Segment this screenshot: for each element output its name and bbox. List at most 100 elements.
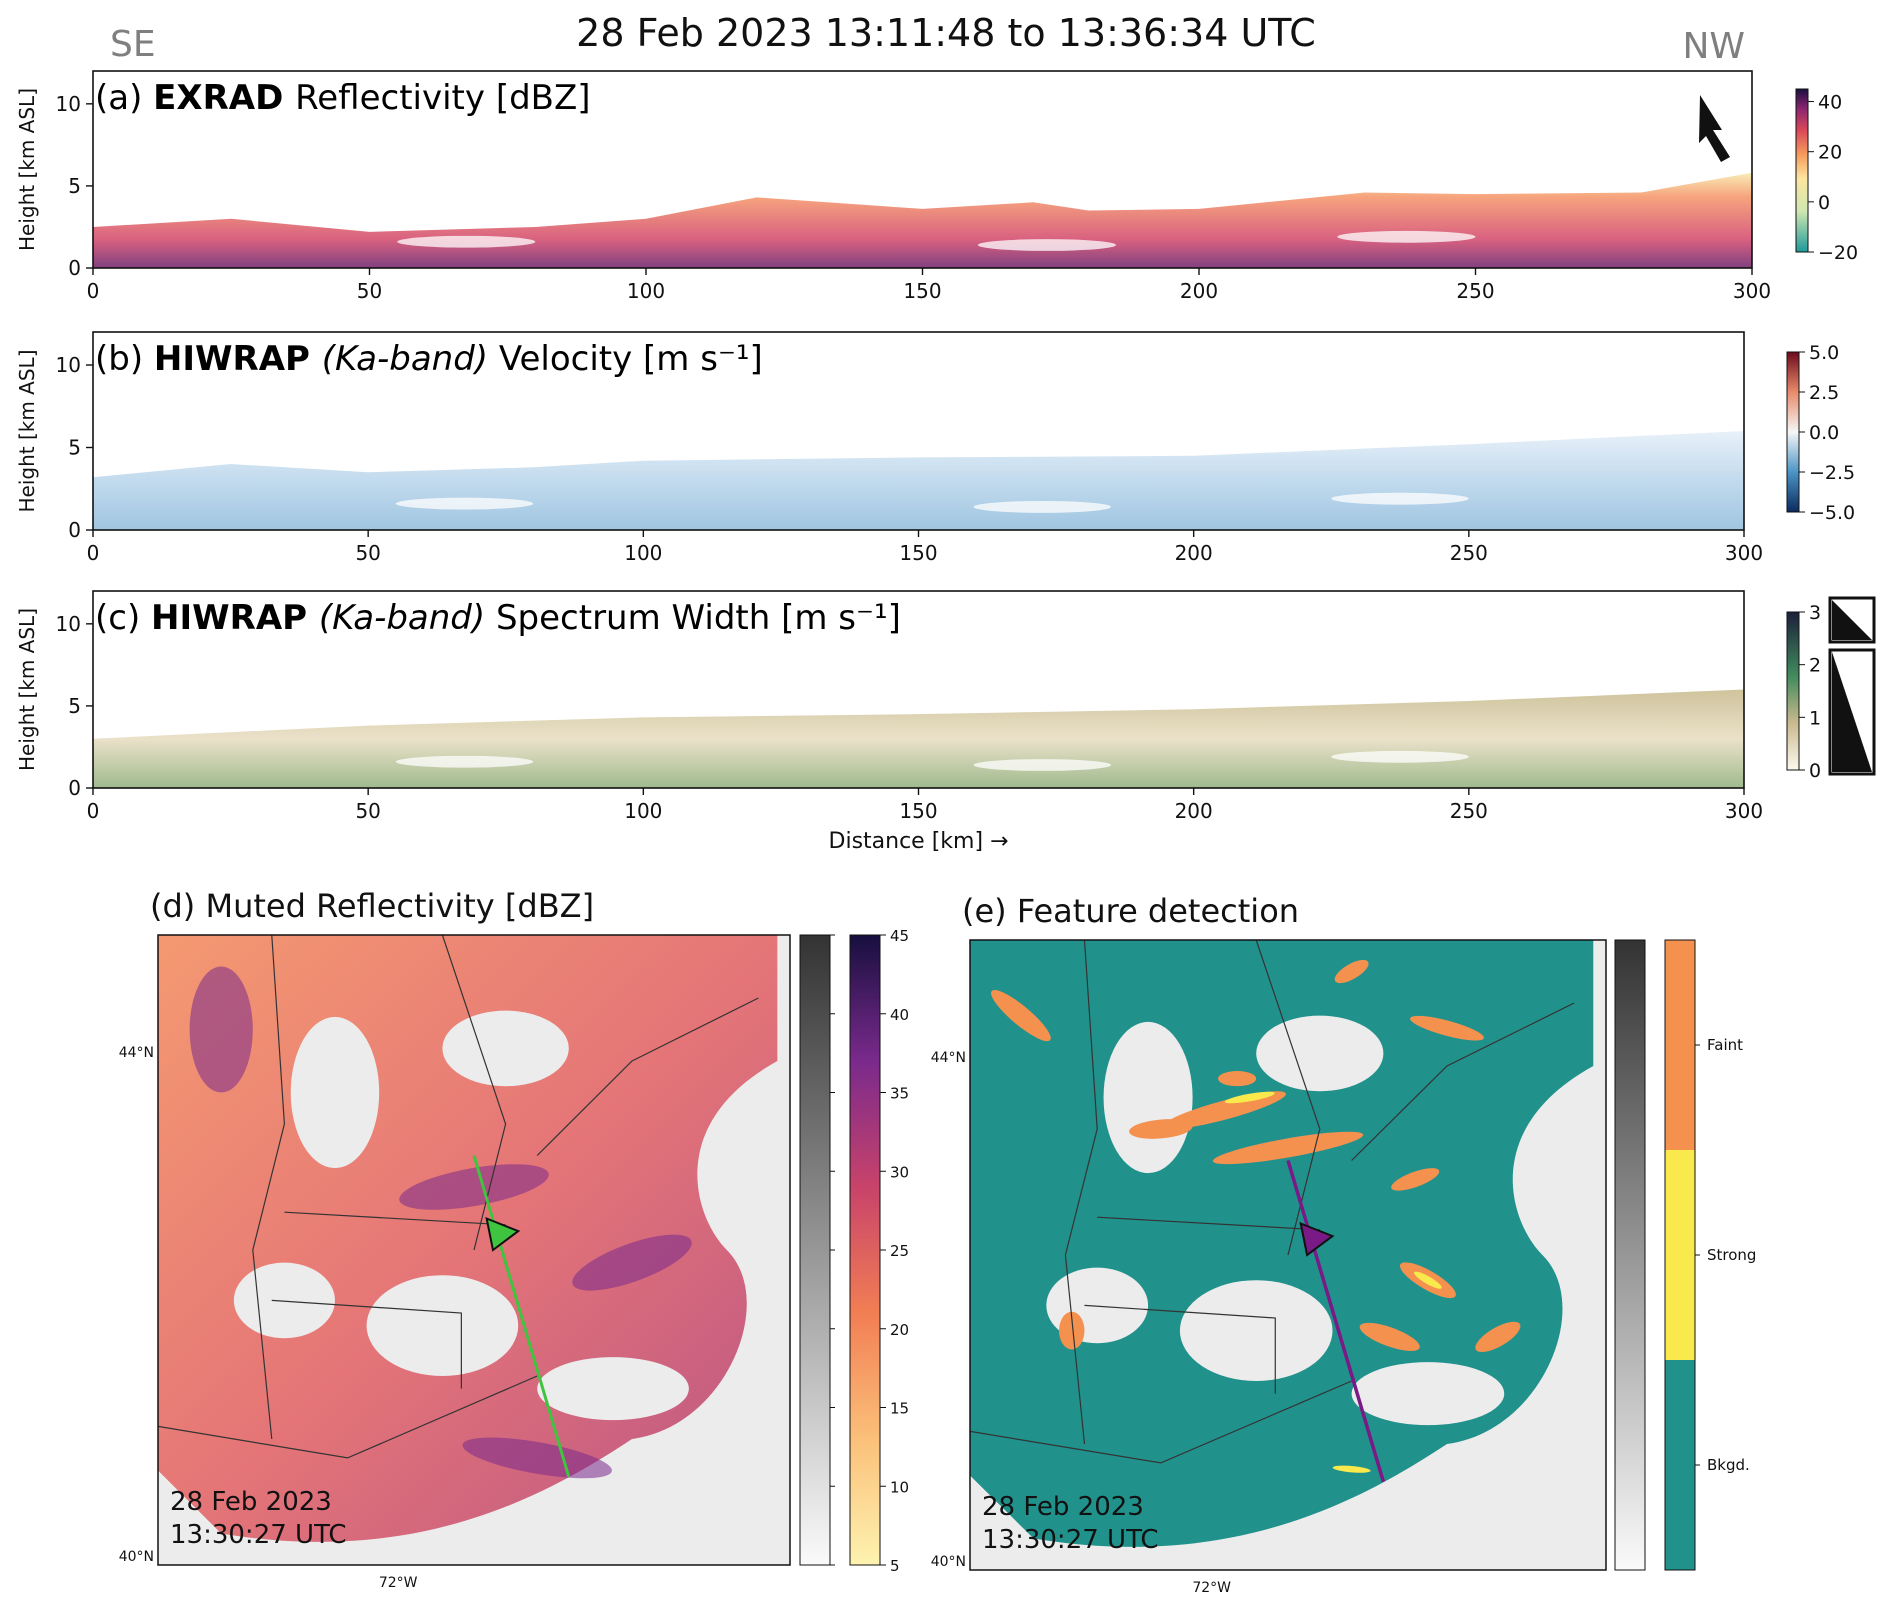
panel-letter: (c): [95, 598, 151, 638]
map-timestamp-time: 13:30:27 UTC: [982, 1525, 1159, 1555]
clear-patch: [1256, 1016, 1383, 1092]
band-name: (Ka-band): [319, 598, 496, 638]
echo-gap: [974, 501, 1112, 513]
echo-gap: [974, 759, 1112, 771]
echo-gap: [978, 239, 1116, 251]
clear-patch: [1180, 1280, 1333, 1381]
map-title: (d) Muted Reflectivity [dBZ]: [150, 887, 594, 925]
x-tick-label: 50: [357, 279, 382, 303]
x-tick-label: 200: [1175, 799, 1213, 823]
quantity-name: Spectrum Width [m s⁻¹]: [496, 598, 901, 638]
x-tick-label: 150: [903, 279, 941, 303]
muted-colorbar: [850, 935, 880, 1565]
clear-patch: [537, 1357, 689, 1420]
colorbar-tick-label: −20: [1818, 242, 1858, 264]
x-tick-label: 200: [1180, 279, 1218, 303]
colorbar-tick-label: 40: [1818, 92, 1842, 114]
x-tick-label: 300: [1725, 541, 1763, 565]
y-tick-label: 5: [68, 694, 81, 718]
lat-label: 44°N: [119, 1045, 154, 1061]
y-tick-label: 0: [68, 256, 81, 280]
panel-letter: (b): [95, 339, 154, 379]
x-tick-label: 100: [624, 799, 662, 823]
echo-field: [93, 690, 1744, 789]
colorbar-tick-label: 10: [890, 1478, 909, 1496]
x-tick-label: 0: [87, 279, 100, 303]
echo-gap: [396, 756, 534, 768]
echo-field: [93, 173, 1752, 268]
colorbar-tick-label: 0.0: [1809, 422, 1839, 444]
clear-patch: [1104, 1022, 1193, 1173]
colorbar-tick-label: 20: [1818, 142, 1842, 164]
x-tick-label: 300: [1725, 799, 1763, 823]
gray-colorbar: [800, 935, 830, 1565]
map-timestamp-date: 28 Feb 2023: [170, 1487, 332, 1517]
y-tick-label: 10: [56, 92, 81, 116]
colorbar-tick-label: 5: [890, 1557, 900, 1575]
instrument-name: HIWRAP: [154, 339, 322, 379]
colorbar-tick-label: 15: [890, 1400, 909, 1418]
colorbar: [1787, 612, 1799, 770]
y-tick-label: 5: [68, 436, 81, 460]
panel-title: (a) EXRAD Reflectivity [dBZ]: [95, 78, 591, 118]
y-axis-label: Height [km ASL]: [15, 88, 39, 251]
colorbar-tick-label: 45: [890, 927, 909, 945]
colorbar-tick-label: 25: [890, 1242, 909, 1260]
x-tick-label: 150: [899, 799, 937, 823]
echo-field: [93, 431, 1744, 530]
colorbar-tick-label: −2.5: [1809, 462, 1855, 484]
lon-label: 72°W: [1192, 1580, 1231, 1596]
clear-patch: [1352, 1362, 1505, 1425]
panel-letter: (a): [95, 78, 153, 118]
colorbar-tick-label: 0: [1809, 760, 1821, 782]
clear-patch: [442, 1011, 568, 1087]
x-tick-label: 100: [627, 279, 665, 303]
instrument-name: EXRAD: [153, 78, 295, 118]
clear-patch: [234, 1263, 335, 1339]
colorbar-tick-label: 0: [1818, 192, 1830, 214]
direction-se: SE: [110, 24, 156, 65]
lat-label: 40°N: [931, 1554, 966, 1570]
category-label: Bkgd.: [1707, 1456, 1750, 1474]
map-timestamp-time: 13:30:27 UTC: [170, 1520, 347, 1550]
colorbar-tick-label: 20: [890, 1321, 909, 1339]
x-tick-label: 0: [87, 541, 100, 565]
echo-gap: [1331, 751, 1469, 763]
colorbar-tick-label: 2.5: [1809, 382, 1839, 404]
cross-section-panel-c: 0501001502002503000510Height [km ASL](c)…: [15, 591, 1821, 854]
faint-feature: [1218, 1071, 1256, 1086]
category-label: Faint: [1707, 1036, 1743, 1054]
lon-label: 72°W: [379, 1575, 418, 1591]
x-tick-label: 50: [355, 799, 380, 823]
cross-section-panel-a: 0501001502002503000510Height [km ASL](a)…: [15, 71, 1858, 303]
map-panel-e: 44°N40°N72°W28 Feb 202313:30:27 UTC(e) F…: [931, 892, 1757, 1596]
direction-nw: NW: [1682, 26, 1745, 67]
strong-echo: [190, 967, 253, 1093]
echo-gap: [396, 498, 534, 510]
x-tick-label: 100: [624, 541, 662, 565]
category-colorbar-segment: [1665, 1360, 1695, 1570]
clear-patch: [367, 1275, 519, 1376]
pointer-arrow-icon: [1699, 95, 1730, 162]
clear-patch: [291, 1017, 379, 1168]
x-axis-label: Distance [km] →: [829, 829, 1009, 854]
echo-gap: [397, 236, 535, 248]
colorbar: [1796, 89, 1808, 252]
y-tick-label: 10: [56, 612, 81, 636]
x-tick-label: 150: [899, 541, 937, 565]
map-timestamp-date: 28 Feb 2023: [982, 1492, 1144, 1522]
band-name: (Ka-band): [322, 339, 499, 379]
category-colorbar-segment: [1665, 940, 1695, 1150]
x-tick-label: 300: [1733, 279, 1771, 303]
x-tick-label: 250: [1456, 279, 1494, 303]
echo-gap: [1331, 493, 1469, 505]
map-panel-d: 44°N40°N72°W28 Feb 202313:30:27 UTC(d) M…: [119, 887, 909, 1591]
map-title: (e) Feature detection: [962, 892, 1299, 930]
colorbar-tick-label: 40: [890, 1006, 909, 1024]
colorbar-tick-label: 3: [1809, 602, 1821, 624]
colorbar-tick-label: 30: [890, 1163, 909, 1181]
y-axis-label: Height [km ASL]: [15, 349, 39, 512]
colorbar-tick-label: 5.0: [1809, 342, 1839, 364]
